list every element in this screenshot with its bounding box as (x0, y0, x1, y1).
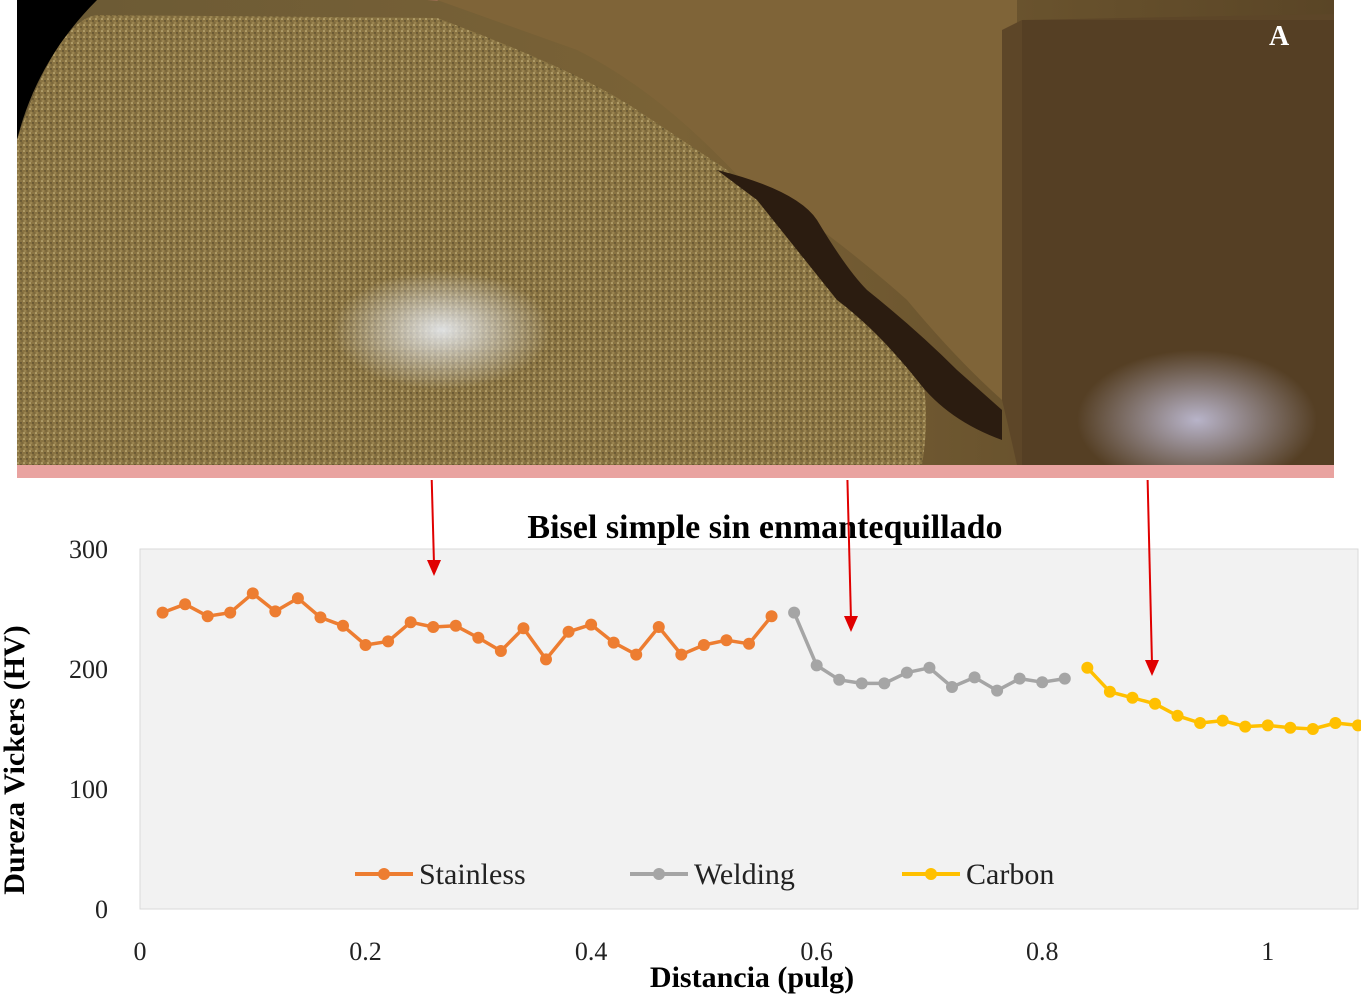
data-point-stainless (743, 637, 755, 650)
data-point-welding (810, 659, 823, 672)
data-point-stainless (607, 636, 620, 649)
y-tick-label: 200 (69, 655, 108, 684)
data-point-carbon (1216, 714, 1229, 727)
y-tick-label: 0 (95, 895, 108, 924)
legend-label-stainless: Stainless (419, 858, 526, 891)
legend-label-carbon: Carbon (966, 858, 1054, 891)
data-point-welding (788, 606, 801, 619)
data-point-carbon (1171, 709, 1184, 722)
stainless-region (17, 15, 927, 465)
x-tick-label: 0 (134, 937, 147, 966)
data-point-stainless (427, 621, 440, 633)
data-point-welding (833, 673, 846, 686)
legend-marker-carbon (925, 868, 937, 880)
legend: Stainless Welding Carbon (355, 858, 1054, 891)
data-point-carbon (1103, 685, 1116, 698)
x-tick-label: 0.4 (575, 937, 608, 966)
data-point-stainless (720, 634, 733, 647)
legend-marker-stainless (378, 868, 390, 880)
x-tick-label: 0.6 (800, 937, 833, 966)
legend-marker-welding (653, 868, 665, 880)
data-point-welding (968, 671, 981, 684)
weld-cross-section-photo: A (17, 0, 1334, 478)
data-point-carbon (1239, 720, 1252, 733)
data-point-welding (1013, 672, 1026, 685)
data-point-stainless (246, 587, 259, 600)
data-point-stainless (585, 618, 598, 631)
data-point-carbon (1126, 691, 1139, 704)
data-point-stainless (382, 635, 395, 648)
data-point-stainless (314, 611, 327, 624)
red-arrow-3 (1146, 480, 1153, 665)
data-point-welding (1058, 672, 1071, 685)
y-axis-ticks: 0 100 200 300 (69, 535, 108, 924)
data-point-welding (923, 661, 936, 674)
x-tick-label: 0.2 (349, 937, 382, 966)
data-point-welding (1036, 676, 1049, 689)
data-point-stainless (517, 622, 530, 635)
photo-label: A (1269, 21, 1290, 52)
data-point-carbon (1081, 661, 1094, 674)
legend-label-welding: Welding (694, 858, 795, 891)
data-point-welding (878, 677, 891, 690)
data-point-stainless (156, 606, 169, 619)
data-point-stainless (404, 616, 417, 629)
data-point-stainless (630, 648, 643, 661)
data-point-stainless (179, 598, 192, 611)
red-arrow-1 (430, 480, 435, 565)
data-point-stainless (449, 619, 462, 632)
data-point-welding (900, 666, 913, 679)
y-tick-label: 300 (69, 535, 108, 564)
data-point-welding (855, 677, 868, 690)
data-point-stainless (562, 625, 575, 638)
arrow-head-2 (844, 616, 858, 632)
arrow-head-3 (1145, 660, 1159, 676)
weld-region (437, 0, 1017, 400)
arrows (427, 480, 1159, 676)
series-line-stainless (161, 591, 773, 662)
red-arrow-2 (846, 480, 852, 621)
data-point-carbon (1284, 721, 1297, 734)
data-point-stainless (201, 610, 214, 623)
x-axis-ticks: 0 0.2 0.4 0.6 0.8 1 (134, 937, 1275, 966)
data-point-stainless (224, 606, 237, 619)
data-point-stainless (697, 639, 710, 651)
arrow-head-1 (427, 560, 441, 576)
hardness-chart: Bisel simple sin enmantequillado 0 100 200… (0, 480, 1361, 994)
data-point-carbon (1261, 719, 1274, 732)
y-axis-label: Dureza Vickers (HV) (0, 625, 31, 894)
x-tick-label: 1 (1261, 937, 1274, 966)
data-point-stainless (652, 621, 665, 633)
x-axis-label: Distancia (pulg) (650, 961, 854, 994)
data-point-stainless (675, 648, 688, 661)
data-point-carbon (1329, 717, 1342, 729)
series-group (156, 587, 1361, 735)
data-point-welding (946, 681, 958, 693)
data-point-carbon (1352, 719, 1361, 732)
chart-title: Bisel simple sin enmantequillado (527, 509, 1002, 546)
data-point-stainless (291, 592, 304, 605)
data-point-stainless (494, 645, 507, 657)
data-point-stainless (359, 639, 372, 651)
data-point-carbon (1194, 717, 1207, 729)
y-tick-label: 100 (69, 775, 108, 804)
data-point-stainless (540, 653, 552, 666)
data-point-stainless (765, 610, 778, 623)
plot-area (139, 548, 1359, 910)
data-point-carbon (1149, 697, 1161, 710)
data-point-carbon (1306, 723, 1319, 735)
data-point-stainless (472, 631, 485, 644)
data-point-welding (991, 684, 1004, 697)
x-tick-label: 0.8 (1026, 937, 1059, 966)
data-point-stainless (337, 619, 349, 632)
data-point-stainless (269, 605, 282, 618)
